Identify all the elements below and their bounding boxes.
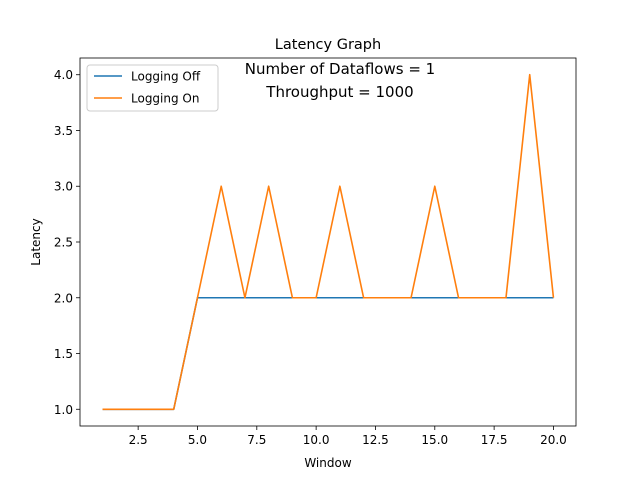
x-tick-label: 17.5 bbox=[481, 433, 508, 447]
y-axis-label: Latency bbox=[29, 218, 43, 265]
y-tick-label: 2.5 bbox=[54, 236, 73, 250]
y-tick-label: 1.5 bbox=[54, 347, 73, 361]
legend-label-logging-on: Logging On bbox=[131, 92, 199, 106]
x-axis-label: Window bbox=[304, 456, 352, 470]
x-tick-label: 5.0 bbox=[188, 433, 207, 447]
y-tick-label: 1.0 bbox=[54, 403, 73, 417]
x-tick-label: 10.0 bbox=[303, 433, 330, 447]
annotation-dataflows: Number of Dataflows = 1 bbox=[245, 60, 435, 78]
x-tick-label: 15.0 bbox=[421, 433, 448, 447]
y-tick-label: 4.0 bbox=[54, 68, 73, 82]
series-layer bbox=[102, 73, 555, 411]
y-axis-ticks: 1.0 1.5 2.0 2.5 3.0 3.5 4.0 bbox=[54, 68, 80, 417]
annotation-throughput: Throughput = 1000 bbox=[265, 83, 413, 101]
x-tick-label: 7.5 bbox=[247, 433, 266, 447]
y-tick-label: 3.0 bbox=[54, 180, 73, 194]
legend: Logging Off Logging On bbox=[86, 64, 219, 112]
chart-title: Latency Graph bbox=[275, 37, 381, 53]
x-tick-label: 12.5 bbox=[362, 433, 389, 447]
y-tick-label: 2.0 bbox=[54, 291, 73, 305]
series-line-logging-on bbox=[102, 73, 555, 411]
x-axis-ticks: 2.5 5.0 7.5 10.0 12.5 15.0 17.5 20.0 bbox=[129, 426, 567, 447]
x-tick-label: 2.5 bbox=[129, 433, 148, 447]
x-tick-label: 20.0 bbox=[540, 433, 567, 447]
y-tick-label: 3.5 bbox=[54, 124, 73, 138]
legend-label-logging-off: Logging Off bbox=[131, 70, 201, 84]
